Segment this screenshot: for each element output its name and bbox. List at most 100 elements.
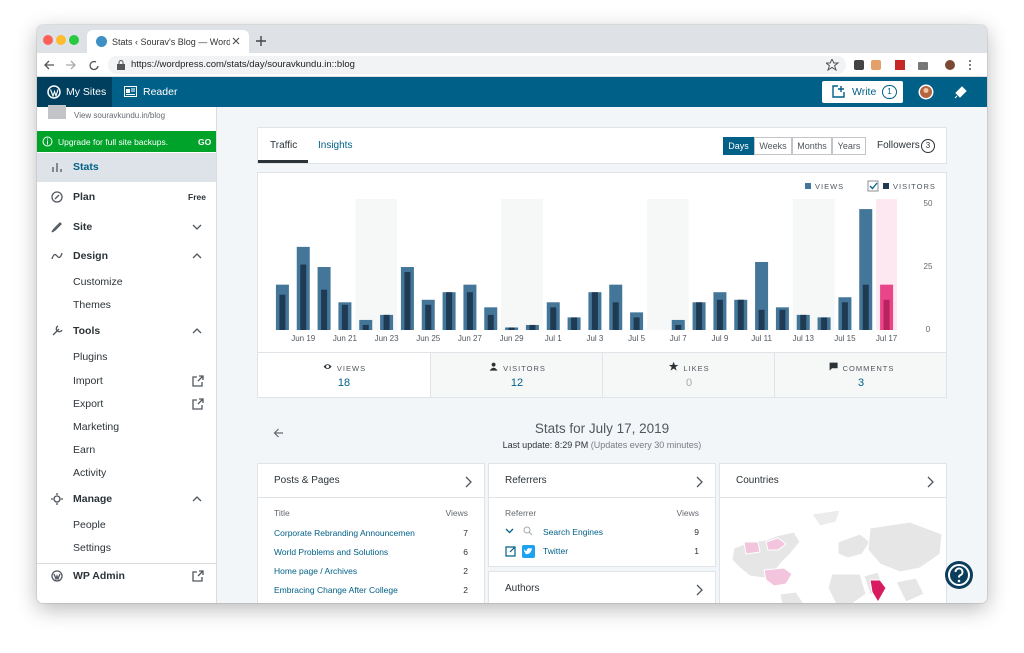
sidebar-icon: [51, 222, 62, 233]
sidebar-item[interactable]: Activity: [73, 467, 107, 479]
summary-label-text: COMMENTS: [842, 364, 895, 373]
summary-label-text: LIKES: [683, 364, 710, 373]
legend-label: VIEWS: [815, 182, 844, 191]
bar: [633, 317, 640, 330]
post-title[interactable]: Embracing Change After College: [274, 585, 398, 595]
referrer-name[interactable]: Search Engines: [543, 527, 604, 537]
sidebar-item[interactable]: Export: [73, 398, 104, 410]
card-chevron-shape: [465, 476, 472, 488]
url-text: https://wordpress.com/stats/day/souravku…: [131, 59, 355, 70]
bar: [591, 292, 598, 330]
external-icon-shape: [192, 570, 204, 582]
period-button[interactable]: Years: [832, 137, 866, 155]
sidebar-item[interactable]: Tools: [73, 325, 101, 337]
chevron: [192, 224, 202, 230]
card-chevron: [696, 476, 703, 488]
bar: [550, 307, 557, 330]
write-label: Write: [852, 86, 877, 98]
referrer-icons: [505, 526, 535, 558]
sidebar-item[interactable]: WP Admin: [73, 570, 125, 582]
extension-icons[interactable]: [826, 59, 976, 71]
sidebar-icon: [52, 325, 63, 336]
summary-tab[interactable]: LIKES 0: [602, 352, 774, 397]
legend-label: VISITORS: [893, 182, 936, 191]
sidebar-item[interactable]: Import: [73, 375, 103, 387]
url-field[interactable]: [108, 56, 846, 74]
summary-label-text: VISITORS: [503, 364, 546, 373]
chart: Jun 19 Jun 21 Jun 23 Jun 25 Jun 27 Jun 29 Jul …: [275, 180, 936, 343]
post-views: 2: [463, 566, 468, 576]
upgrade-nudge[interactable]: [37, 131, 216, 152]
summary-tab[interactable]: VIEWS 18: [258, 352, 430, 397]
sidebar: [37, 107, 217, 603]
posts-col-views: Views: [445, 508, 468, 518]
minimize-button[interactable]: [56, 35, 66, 45]
sidebar-item[interactable]: Plan: [73, 191, 96, 203]
my-sites-button[interactable]: [37, 77, 112, 107]
avatar[interactable]: [918, 84, 934, 100]
insights-tab[interactable]: Insights: [318, 140, 353, 151]
card-chevron: [696, 584, 703, 596]
reader-label[interactable]: Reader: [143, 86, 178, 98]
bar: [612, 302, 619, 330]
referrers-col-referrer: Referrer: [505, 508, 537, 518]
bar: [383, 314, 390, 330]
close-button[interactable]: [43, 35, 53, 45]
browser-tab[interactable]: [87, 30, 249, 53]
card-divider: [258, 497, 484, 498]
sidebar-item[interactable]: Customize: [73, 276, 123, 288]
last-update: Last update: 8:29 PM (Updates every 30 m…: [258, 438, 946, 452]
sidebar-item[interactable]: Stats: [73, 161, 99, 173]
followers-label[interactable]: Followers: [877, 140, 920, 151]
sidebar-item[interactable]: People: [73, 519, 106, 531]
back-arrow[interactable]: [273, 428, 284, 438]
summary-tabs: VIEWS 18 VISITORS 12 LIKES 0 COMMENTS 3: [258, 352, 946, 397]
summary-icon-shape: [489, 362, 498, 371]
traffic-tab[interactable]: Traffic: [270, 140, 298, 151]
bar: [755, 261, 769, 330]
chevron-shape: [192, 496, 202, 502]
period-button[interactable]: Weeks: [754, 137, 792, 155]
summary-icon-shape: [323, 364, 332, 369]
sidebar-item[interactable]: Marketing: [73, 421, 120, 433]
stats-date-title: Stats for July 17, 2019: [534, 421, 670, 436]
weekend-band: [376, 199, 397, 330]
sidebar-item[interactable]: Settings: [73, 542, 111, 554]
sidebar-item[interactable]: Earn: [73, 444, 96, 456]
sidebar-item[interactable]: Site: [73, 221, 93, 233]
post-title[interactable]: Corporate Rebranding Announcemen: [274, 528, 415, 538]
authors-title[interactable]: Authors: [505, 583, 540, 594]
weekend-band: [792, 199, 814, 330]
post-title[interactable]: World Problems and Solutions: [274, 547, 389, 557]
help-button[interactable]: [943, 559, 975, 591]
period-button[interactable]: Months: [792, 137, 832, 155]
site-url[interactable]: View souravkundu.in/blog: [74, 111, 166, 120]
sidebar-item[interactable]: Manage: [73, 493, 113, 505]
maximize-button[interactable]: [69, 35, 79, 45]
sidebar-item[interactable]: Design: [73, 250, 109, 262]
sidebar-icon: [52, 163, 62, 172]
summary-tab[interactable]: COMMENTS 3: [774, 352, 946, 397]
sidebar-item[interactable]: Themes: [73, 299, 111, 311]
referrers-title[interactable]: Referrers: [505, 475, 547, 486]
referrer-name[interactable]: Twitter: [543, 546, 569, 556]
tab-close[interactable]: [232, 37, 240, 45]
bar: [446, 292, 453, 330]
countries-title[interactable]: Countries: [736, 475, 779, 486]
external-icon-shape: [192, 375, 204, 387]
reader-icon: [124, 86, 137, 97]
summary-tab[interactable]: VISITORS 12: [430, 352, 602, 397]
sidebar-item[interactable]: Plugins: [73, 351, 108, 363]
x-tick-label: Jul 13: [793, 334, 815, 343]
post-title[interactable]: Home page / Archives: [274, 566, 358, 576]
nav-buttons[interactable]: [44, 59, 104, 71]
posts-title[interactable]: Posts & Pages: [274, 475, 340, 486]
bar: [404, 272, 411, 330]
x-tick-label: Jun 29: [500, 334, 525, 343]
map-usa: [763, 567, 793, 587]
new-tab[interactable]: [256, 36, 266, 46]
notifications-icon[interactable]: [954, 85, 968, 99]
last-update-time: Last update: 8:29 PM: [502, 440, 589, 450]
period-button[interactable]: Days: [723, 137, 754, 155]
chevron: [192, 253, 202, 259]
